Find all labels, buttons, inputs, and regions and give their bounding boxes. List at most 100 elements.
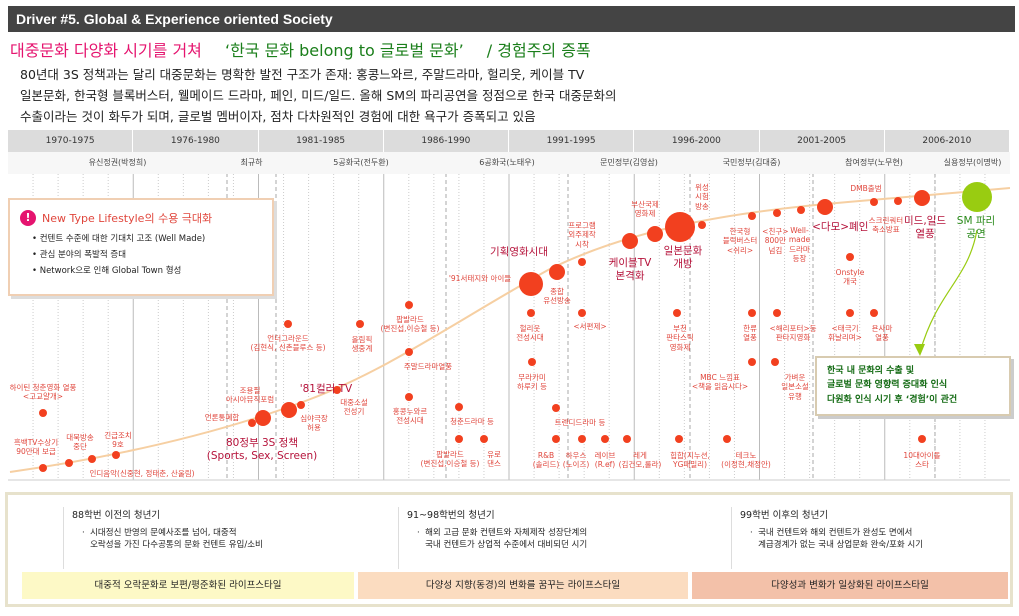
event-dot	[622, 233, 638, 249]
event-dot	[723, 435, 731, 443]
callout-bullet: • 컨텐트 수준에 대한 기대치 고조 (Well Made)	[32, 234, 206, 244]
event-label: <서편제>	[573, 322, 607, 331]
event-label: 힙합(지누션, YG패밀리)	[670, 451, 710, 470]
event-dot	[773, 309, 781, 317]
callout-bullet: • 관심 분야의 폭발적 증대	[32, 250, 127, 260]
event-dot	[698, 221, 706, 229]
event-dot	[405, 393, 413, 401]
lifestyle-bar: 대중적 오락문화로 보편/평준화된 라이프스타일	[22, 572, 354, 599]
event-label: 80정부 3S 정책 (Sports, Sex, Screen)	[206, 437, 318, 463]
event-dot	[356, 320, 364, 328]
event-dot	[88, 455, 96, 463]
intro-line: 수출이라는 것이 화두가 되며, 글로벌 멤버이자, 점차 다차원적인 경험에 …	[20, 109, 536, 124]
event-dot	[578, 258, 586, 266]
event-label: 홍콩누와르 전성시대	[392, 407, 428, 426]
event-label: 올림픽 생중계	[351, 335, 373, 354]
event-label: Well- made 드라마 등장	[788, 226, 811, 264]
timeline-marks	[9, 182, 1010, 473]
event-dot	[665, 212, 695, 242]
event-dot	[333, 386, 341, 394]
event-dot	[797, 206, 805, 214]
event-label: 일본문화 개방	[663, 245, 703, 271]
period-header: 2001-2005	[759, 130, 885, 152]
event-label: 한류 열풍	[743, 324, 757, 343]
event-label: 무라카미 하루키 등	[517, 373, 547, 392]
headline: 대중문화 다양화 시기를 거쳐 ‘한국 문화 belong to 글로벌 문화’…	[10, 37, 591, 61]
timeline-diagram: 1970-1975 1976-1980 1981-1985 1986-1990 1991…	[8, 130, 1010, 482]
event-dot	[578, 309, 586, 317]
event-dot	[405, 348, 413, 356]
generation-column: 88학번 이전의 청년기 · 시대정신 반영의 문예사조를 넘어, 대중적 오락…	[63, 507, 363, 569]
event-label: '81컬러 TV	[299, 383, 353, 395]
event-label: '91서태지와 아이들	[448, 274, 512, 283]
generation-heading: 88학번 이전의 청년기	[72, 510, 161, 521]
event-dot	[405, 301, 413, 309]
callout-bullet: • Network으로 인해 Global Town 형성	[32, 266, 182, 276]
lifestyle-callout: ! New Type Lifestyle의 수용 극대화 • 컨텐트 수준에 대한…	[8, 198, 274, 296]
event-dot	[870, 309, 878, 317]
event-dot	[552, 435, 560, 443]
government-label: 국민정부(김대중)	[690, 152, 813, 174]
export-callout: 한국 내 문화의 수출 및 글로벌 문화 영향력 증대화 인식 다원화 인식 시…	[815, 356, 1011, 416]
event-label: 레이브 (R.ef)	[594, 451, 616, 470]
event-label: 위성 시험 방송	[695, 183, 709, 211]
event-dot	[918, 435, 926, 443]
event-label: 레게 (김건모,룰라)	[618, 451, 662, 470]
event-dot	[281, 402, 297, 418]
event-label: 대중소설 전성기	[340, 398, 368, 417]
event-dot	[455, 403, 463, 411]
event-label: 10대아이돌 스타	[903, 451, 941, 470]
event-label: R&B (솔리드)	[532, 451, 560, 470]
event-dot	[773, 209, 781, 217]
event-label: 한국형 블럭버스터 <쉬리>	[722, 227, 758, 255]
event-label: 가벼운 일본소설 유행	[781, 373, 809, 401]
generation-column: 91~98학번의 청년기 · 해외 고급 문화 컨텐트와 자체제작 성장단계의 …	[398, 507, 698, 569]
event-dot	[962, 182, 992, 212]
event-dot	[771, 358, 779, 366]
event-label: 조용필 아시아뮤직포럼	[225, 386, 275, 405]
event-label: 언론통폐합	[204, 413, 240, 422]
event-label: <다모>폐인	[812, 221, 869, 233]
event-dot	[675, 435, 683, 443]
event-dot	[673, 309, 681, 317]
event-label: SM 파리 공연	[956, 215, 996, 241]
generation-body: · 해외 고급 문화 컨텐트와 자체제작 성장단계의 국내 컨텐트가 상업적 수…	[417, 528, 588, 550]
event-dot	[455, 435, 463, 443]
event-label: 미드,일드 열풍	[904, 215, 946, 241]
period-header: 1981-1985	[258, 130, 384, 152]
arrow-head-icon	[914, 344, 925, 356]
export-callout-line: 글로벌 문화 영향력 증대화 인식	[827, 380, 948, 391]
government-label: 유신정권(박정희)	[8, 152, 227, 174]
event-label: 부천 판타스틱 영화제	[666, 324, 694, 352]
event-dot	[748, 309, 756, 317]
slide-header: Driver #5. Global & Experience oriented …	[8, 6, 1015, 32]
intro-line: 80년대 3S 정책과는 달리 대중문화는 명확한 발전 구조가 존재: 홍콩느…	[20, 67, 585, 82]
headline-part1: 대중문화 다양화 시기를 거쳐	[10, 41, 202, 60]
headline-part2: ‘한국 문화 belong to 글로벌 문화’	[225, 41, 464, 60]
period-header: 1986-1990	[383, 130, 509, 152]
event-dot	[65, 459, 73, 467]
event-label: 팝발라드 (변진섭,이승철 등)	[420, 450, 480, 469]
intro-line: 일본문화, 한국형 블록버스터, 웰메이드 드라마, 페인, 미드/일드. 올해…	[20, 88, 617, 103]
event-dot	[284, 320, 292, 328]
event-label: 프로그램 외주제작 시작	[568, 221, 596, 249]
generation-column: 99학번 이후의 청년기 · 국내 컨텐트와 해외 컨텐트가 완성도 면에서 계…	[731, 507, 1019, 569]
generation-summary: 88학번 이전의 청년기 · 시대정신 반영의 문예사조를 넘어, 대중적 오락…	[5, 492, 1013, 607]
event-label: 하우스 (노이즈)	[562, 451, 590, 470]
period-header: 2006-2010	[884, 130, 1010, 152]
event-label: MBC 느낌표 <책을 읽읍시다>	[691, 373, 749, 392]
event-dot	[255, 410, 271, 426]
exclamation-icon: !	[20, 210, 36, 226]
government-label: 참여정부(노무현)	[813, 152, 935, 174]
event-label: 주말드라마열풍	[403, 362, 453, 371]
event-dot	[748, 358, 756, 366]
event-label: 긴급조치 9호	[104, 431, 132, 450]
event-dot	[578, 435, 586, 443]
period-header: 1996-2000	[634, 130, 760, 152]
event-dot	[894, 197, 902, 205]
event-dot	[817, 199, 833, 215]
event-label: 종합 유선방송	[543, 287, 571, 306]
event-dot	[647, 226, 663, 242]
generation-body: · 시대정신 반영의 문예사조를 넘어, 대중적 오락성을 가진 다수공통의 문…	[82, 528, 263, 550]
government-label: 6공화국(노태우)	[446, 152, 568, 174]
